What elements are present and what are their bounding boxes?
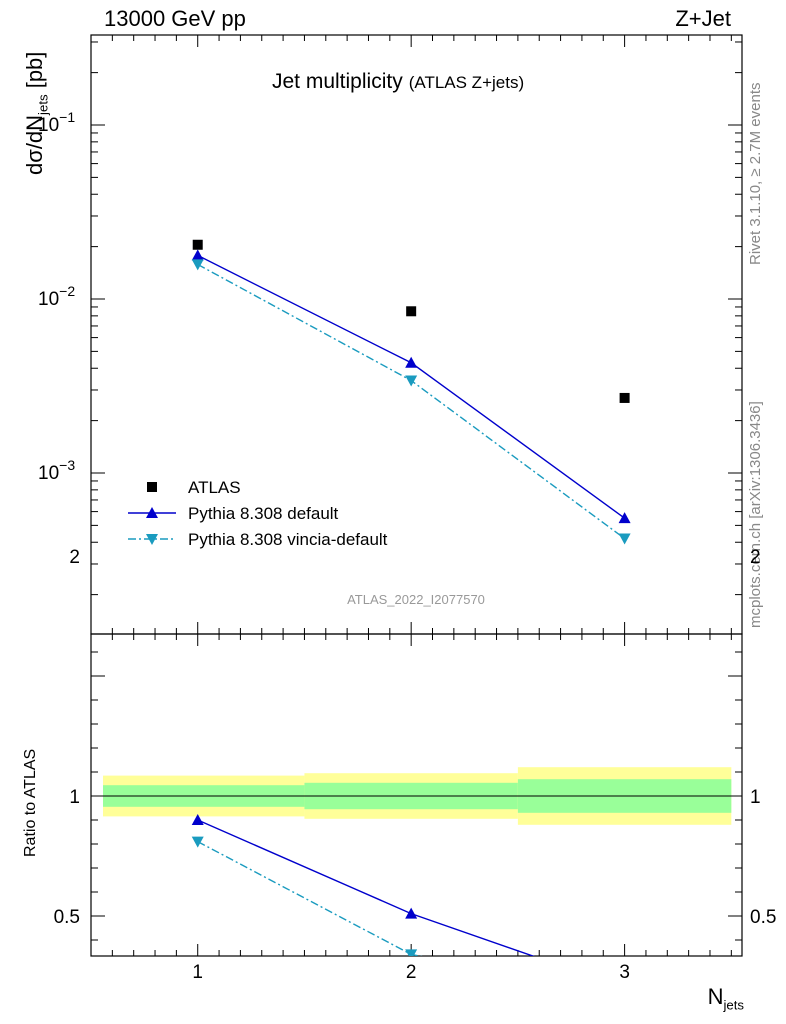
- main-y-tick-label-exp: −2: [59, 283, 75, 299]
- x-tick-label: 3: [619, 962, 630, 983]
- main-y-tick-label: 10−3: [38, 457, 75, 484]
- main-data-point-1: [191, 249, 204, 261]
- header-left-label: 13000 GeV pp: [104, 6, 246, 31]
- x-axis-label-main: N: [707, 984, 724, 1009]
- ratio-y-tick-label-left: 1: [69, 787, 80, 808]
- main-marks-group: [191, 239, 631, 545]
- legend-label-2: Pythia 8.308 vincia-default: [188, 530, 388, 549]
- main-plot-panel: Jet multiplicity (ATLAS Z+jets) ATLAS_202…: [38, 34, 743, 635]
- ratio-bands-group: [103, 767, 732, 825]
- ratio-data-point-1: [619, 993, 631, 1004]
- main-series-line-2: [197, 263, 626, 540]
- main-data-point-0: [406, 306, 417, 317]
- x-axis-label: Njets: [708, 984, 744, 1012]
- ratio-data-point-0: [619, 982, 631, 993]
- ratio-data-point-1: [405, 949, 418, 956]
- header-right-label: Z+Jet: [675, 6, 731, 31]
- ratio-data-point-0: [405, 907, 418, 919]
- legend-label-1: Pythia 8.308 default: [188, 504, 339, 523]
- ratio-data-point-0: [191, 814, 204, 825]
- ratio-y-tick-label-right: 0.5: [750, 907, 776, 928]
- main-data-point-1: [405, 356, 418, 368]
- x-tick-label: 1: [192, 962, 203, 983]
- ratio-plot-panel: 0.5 0.5 1 1 2 2 1 2 3: [54, 547, 777, 1004]
- main-y-tick-label-base: 10: [38, 289, 59, 310]
- main-series-line-1: [197, 254, 626, 519]
- main-tick-group: 10−110−210−3: [38, 35, 742, 634]
- main-y-tick-label: 10−1: [38, 109, 75, 136]
- main-y-tick-label: 10−2: [38, 283, 75, 310]
- main-data-point-2: [191, 259, 204, 271]
- chart-title: Jet multiplicity (ATLAS Z+jets): [272, 70, 524, 93]
- legend-marker-2: [146, 534, 158, 545]
- x-tick-label: 2: [406, 962, 417, 983]
- legend: ATLAS Pythia 8.308 default Pythia 8.308 vi…: [128, 478, 388, 549]
- ratio-y-tick-label-right: 2: [750, 547, 761, 568]
- ratio-y-tick-label-left: 2: [69, 547, 80, 568]
- main-data-point-2: [405, 375, 418, 387]
- ratio-tick-group: 0.5 0.5 1 1 2 2 1 2 3: [54, 547, 777, 983]
- main-data-point-0: [192, 239, 203, 250]
- legend-marker-1: [146, 507, 158, 518]
- legend-marker-0: [147, 482, 157, 492]
- legend-label-0: ATLAS: [188, 478, 241, 497]
- main-data-point-0: [619, 392, 630, 403]
- ratio-marks-group: [191, 814, 631, 1004]
- main-y-tick-label-exp: −3: [59, 457, 75, 473]
- main-y-tick-label-base: 10: [38, 115, 59, 136]
- main-y-tick-label-base: 10: [38, 463, 59, 484]
- main-data-point-2: [618, 533, 631, 545]
- x-axis-label-sub: jets: [723, 997, 744, 1013]
- ratio-data-point-1: [191, 836, 204, 848]
- analysis-watermark: ATLAS_2022_I2077570: [347, 592, 485, 607]
- chart-subtitle: (ATLAS Z+jets): [409, 73, 524, 92]
- chart-title-text: Jet multiplicity: [272, 70, 403, 93]
- ratio-y-tick-label-right: 1: [750, 787, 761, 808]
- main-data-point-1: [618, 512, 631, 524]
- main-y-tick-label-exp: −1: [59, 109, 75, 125]
- ratio-y-tick-label-left: 0.5: [54, 907, 80, 928]
